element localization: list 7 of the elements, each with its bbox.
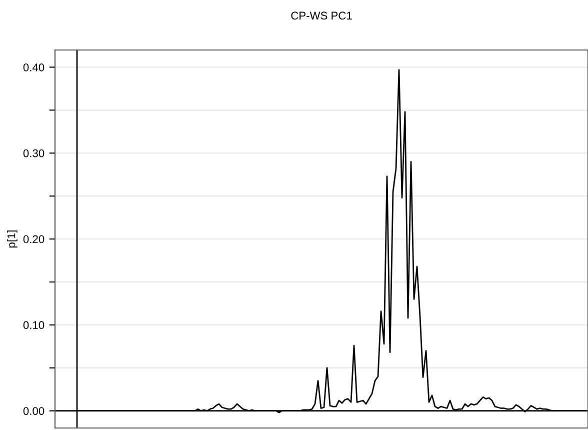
y-tick-label: 0.40 bbox=[23, 63, 44, 72]
chart-title: CP-WS PC1 bbox=[291, 12, 352, 20]
y-tick-label: 0.10 bbox=[23, 321, 44, 330]
y-tick-label: 0.20 bbox=[23, 235, 44, 244]
y-tick-label: 0.00 bbox=[23, 407, 44, 415]
y-tick-label: 0.30 bbox=[23, 149, 44, 158]
y-axis-title: p[1] bbox=[7, 230, 18, 248]
